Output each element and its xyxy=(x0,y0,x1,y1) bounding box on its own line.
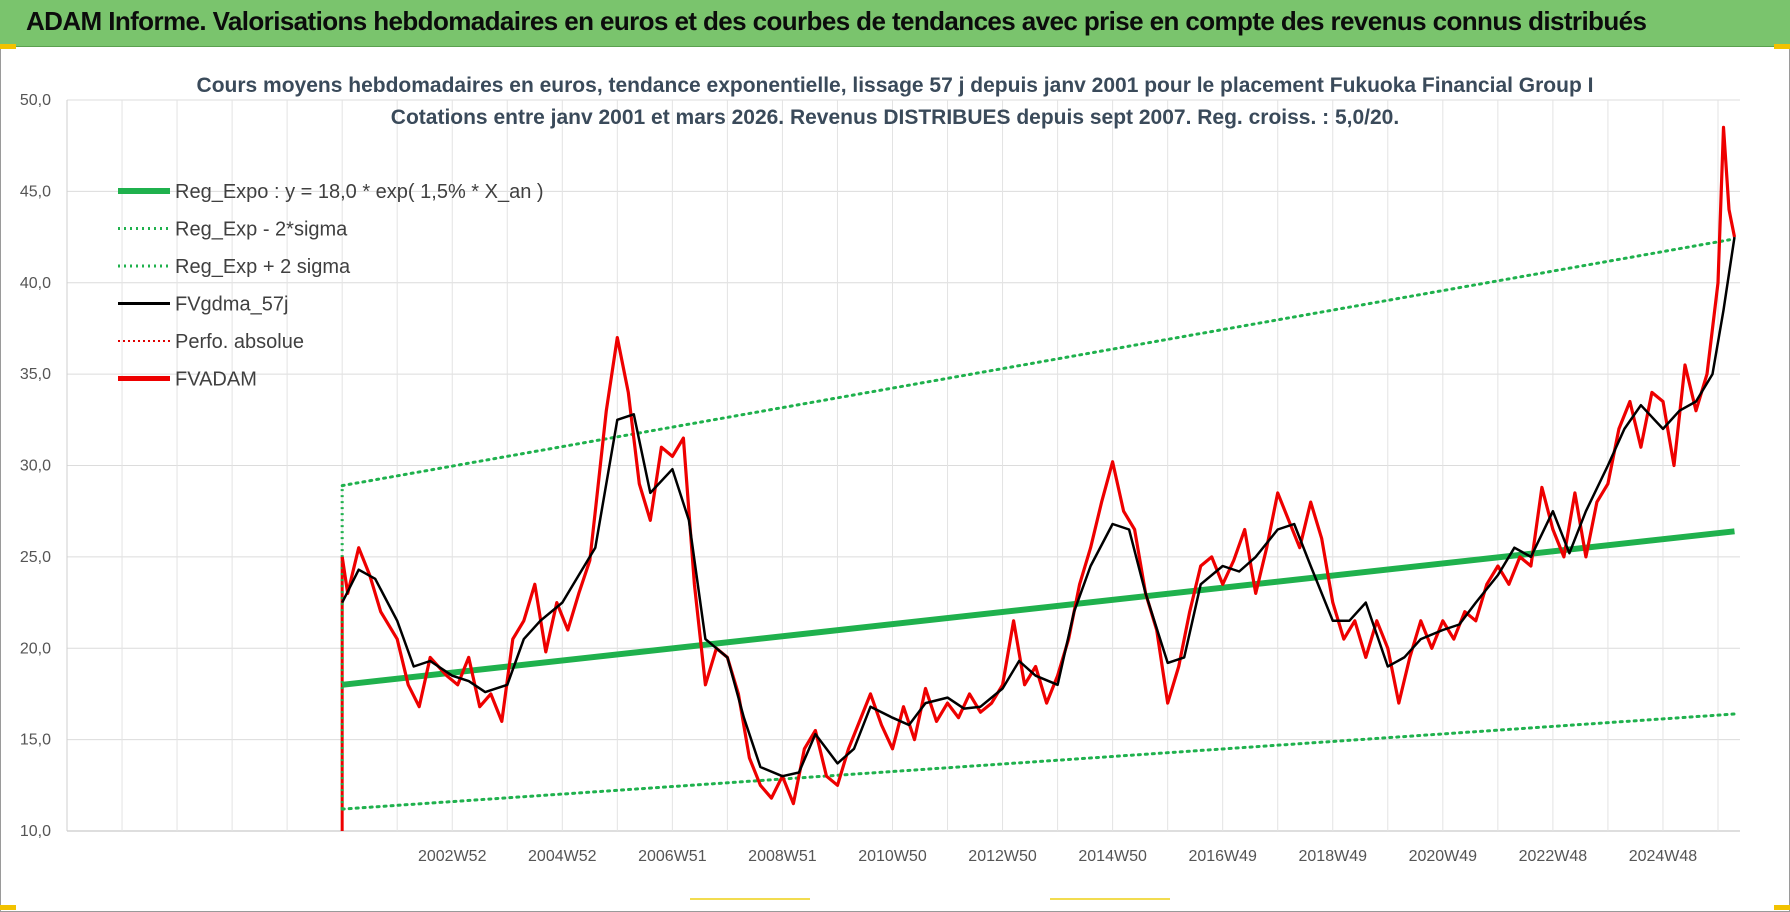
chart-subtitle: Cotations entre janv 2001 et mars 2026. … xyxy=(391,106,1399,129)
corner-marker xyxy=(0,44,16,49)
chart-title: Cours moyens hebdomadaires en euros, ten… xyxy=(197,74,1594,97)
reg-exp-minus-2sigma-line xyxy=(340,712,1736,811)
x-tick-label: 2004W52 xyxy=(528,848,597,865)
corner-marker xyxy=(1774,44,1790,49)
reg-expo-line xyxy=(341,528,1735,688)
legend-label: Reg_Exp - 2*sigma xyxy=(175,219,348,241)
legend-label: Perfo. absolue xyxy=(175,331,304,353)
x-tick-label: 2024W48 xyxy=(1629,848,1698,865)
x-tick-label: 2022W48 xyxy=(1519,848,1588,865)
fvadam-line xyxy=(340,125,1737,806)
plot-lines xyxy=(340,125,1737,831)
x-tick-label: 2012W50 xyxy=(968,848,1037,865)
decorative-line xyxy=(1050,898,1170,900)
y-tick-label: 35,0 xyxy=(20,366,51,383)
decorative-line xyxy=(690,898,810,900)
y-tick-label: 50,0 xyxy=(20,92,51,109)
x-tick-label: 2008W51 xyxy=(748,848,817,865)
legend-label: Reg_Exp + 2 sigma xyxy=(175,256,351,278)
y-tick-label: 25,0 xyxy=(20,549,51,566)
y-axis-ticks: 10,0 15,0 20,0 25,0 30,0 35,0 40,0 45,0 50,0 xyxy=(20,92,51,840)
x-tick-label: 2010W50 xyxy=(858,848,927,865)
x-tick-label: 2016W49 xyxy=(1188,848,1257,865)
y-tick-label: 40,0 xyxy=(20,275,51,292)
fvgdma-line xyxy=(341,236,1736,778)
header-banner: ADAM Informe. Valorisations hebdomadaire… xyxy=(0,0,1790,47)
x-tick-label: 2006W51 xyxy=(638,848,707,865)
legend-label: FVADAM xyxy=(175,369,257,391)
legend-label: Reg_Expo : y = 18,0 * exp( 1,5% * X_an ) xyxy=(175,181,544,203)
legend-label: FVgdma_57j xyxy=(175,294,288,316)
y-tick-label: 45,0 xyxy=(20,183,51,200)
page-title: ADAM Informe. Valorisations hebdomadaire… xyxy=(26,6,1647,36)
x-tick-label: 2018W49 xyxy=(1299,848,1368,865)
y-tick-label: 30,0 xyxy=(20,458,51,475)
x-tick-label: 2002W52 xyxy=(418,848,487,865)
corner-marker xyxy=(0,905,16,910)
x-tick-label: 2020W49 xyxy=(1409,848,1478,865)
legend: Reg_Expo : y = 18,0 * exp( 1,5% * X_an )… xyxy=(118,181,544,391)
x-axis-ticks: 2002W52 2004W52 2006W51 2008W51 2010W50 2012W… xyxy=(418,848,1697,865)
y-tick-label: 20,0 xyxy=(20,640,51,657)
corner-marker xyxy=(1774,905,1790,910)
reg-exp-plus-2sigma-line xyxy=(340,237,1736,488)
y-tick-label: 15,0 xyxy=(20,732,51,749)
x-tick-label: 2014W50 xyxy=(1078,848,1147,865)
y-tick-label: 10,0 xyxy=(20,823,51,840)
